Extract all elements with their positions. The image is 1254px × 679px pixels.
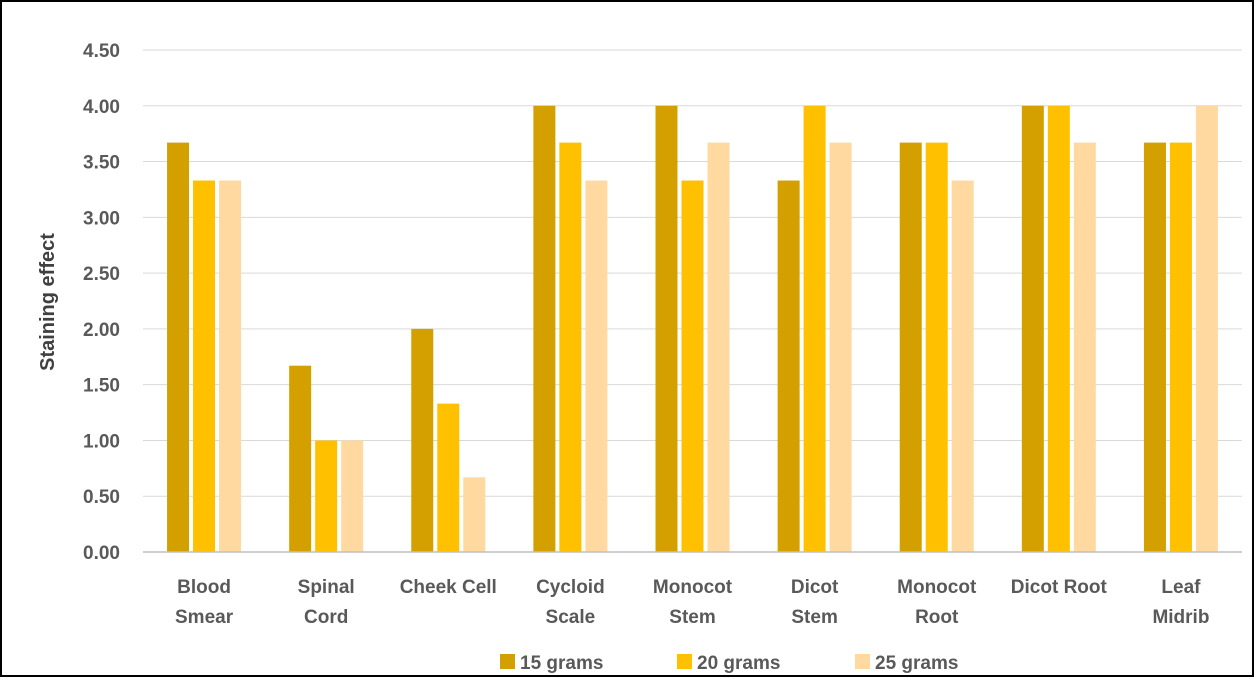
y-tick-label: 2.50 xyxy=(83,264,120,285)
bar xyxy=(681,180,704,552)
bar xyxy=(1169,142,1192,552)
bar xyxy=(899,142,922,552)
bar xyxy=(315,440,338,552)
bar xyxy=(803,105,826,553)
category-label-line: Smear xyxy=(175,607,234,628)
y-axis-title: Staining effect xyxy=(37,233,59,371)
legend-label: 20 grams xyxy=(697,653,780,674)
bar xyxy=(559,142,582,552)
category-label-line: Cycloid xyxy=(536,577,605,598)
x-category-label: Leaf Midrib xyxy=(1152,577,1209,628)
x-axis-categories: Blood Smear Spinal Cord Cheek Cell Cycloid Sca… xyxy=(175,577,1209,628)
category-label-line: Blood xyxy=(177,577,231,598)
legend: 15 grams 20 grams 25 grams xyxy=(500,653,958,674)
x-category-label: Dicot Root xyxy=(1011,577,1108,598)
legend-swatch xyxy=(677,654,692,669)
x-category-label: Dicot Stem xyxy=(791,577,839,628)
y-tick-label: 0.00 xyxy=(83,543,120,564)
y-tick-label: 2.00 xyxy=(83,320,120,341)
y-tick-label: 3.50 xyxy=(83,153,120,174)
y-tick-label: 3.00 xyxy=(83,208,120,229)
x-category-label: Monocot Stem xyxy=(653,577,733,628)
y-tick-label: 4.00 xyxy=(83,97,120,118)
legend-swatch xyxy=(855,654,870,669)
category-label-line: Leaf xyxy=(1161,577,1201,598)
category-label-line: Stem xyxy=(669,607,715,628)
bar xyxy=(411,328,434,552)
bar xyxy=(777,180,800,552)
bar xyxy=(1143,142,1166,552)
y-tick-label: 4.50 xyxy=(83,41,120,62)
bar xyxy=(437,403,460,552)
bar xyxy=(1021,105,1044,553)
y-tick-label: 1.00 xyxy=(83,431,120,452)
category-label-line: Dicot xyxy=(791,577,839,598)
category-label-line: Monocot xyxy=(897,577,977,598)
bar xyxy=(1073,142,1096,552)
category-label-line: Cheek Cell xyxy=(400,577,497,598)
bar xyxy=(463,477,486,552)
legend-label: 25 grams xyxy=(875,653,958,674)
category-label-line: Cord xyxy=(304,607,348,628)
legend-swatch xyxy=(500,654,515,669)
bar xyxy=(167,142,190,552)
x-category-label: Cheek Cell xyxy=(400,577,497,598)
category-label-line: Stem xyxy=(791,607,837,628)
bar xyxy=(289,365,312,552)
bar xyxy=(341,440,364,552)
category-label-line: Spinal xyxy=(298,577,355,598)
bar xyxy=(925,142,948,552)
x-category-label: Monocot Root xyxy=(897,577,977,628)
bar xyxy=(707,142,730,552)
x-category-label: Spinal Cord xyxy=(298,577,355,628)
bar xyxy=(655,105,678,553)
bar xyxy=(585,180,608,552)
category-label-line: Scale xyxy=(546,607,596,628)
x-category-label: Blood Smear xyxy=(175,577,234,628)
bar xyxy=(951,180,974,552)
category-label-line: Monocot xyxy=(653,577,733,598)
x-category-label: Cycloid Scale xyxy=(536,577,605,628)
y-axis-ticks: 0.00 0.50 1.00 1.50 2.00 2.50 3.00 3.50 4.00 4.50 xyxy=(83,41,120,564)
bar xyxy=(1195,105,1218,553)
bar xyxy=(829,142,852,552)
bar xyxy=(219,180,242,552)
legend-label: 15 grams xyxy=(520,653,603,674)
bar xyxy=(1047,105,1070,553)
bar xyxy=(533,105,556,553)
y-tick-label: 0.50 xyxy=(83,487,120,508)
category-label-line: Root xyxy=(915,607,959,628)
category-label-line: Midrib xyxy=(1152,607,1209,628)
y-tick-label: 1.50 xyxy=(83,376,120,397)
bars xyxy=(167,105,1218,553)
category-label-line: Dicot Root xyxy=(1011,577,1108,598)
bar xyxy=(193,180,216,552)
